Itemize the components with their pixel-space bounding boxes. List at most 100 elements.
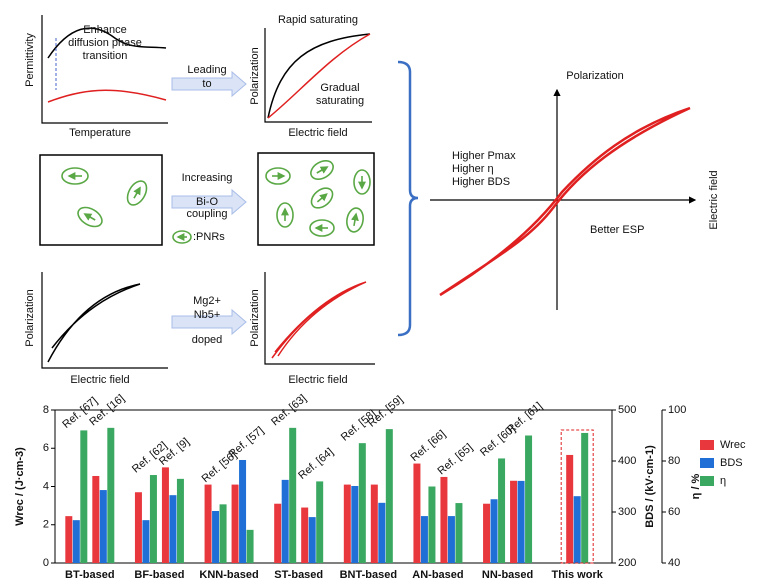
bar [301,507,309,563]
bar [370,484,378,563]
bar [413,463,421,563]
bar [581,432,589,563]
label: Electric field [708,170,720,229]
curve [47,89,167,103]
axes [264,272,375,365]
bar [385,429,393,563]
group-label: NN-based [482,569,533,581]
bar [455,503,463,563]
bar [134,492,142,563]
y3-tick-label: 60 [668,506,680,518]
bar [161,467,169,563]
bar [169,495,177,563]
y-tick-label: 8 [43,404,49,416]
category-label: Ref. [65] [436,442,476,478]
bar [212,510,220,563]
bar [517,480,525,563]
curve [47,283,141,363]
bar [231,484,239,563]
highlight-box [560,429,594,564]
y2-tick-label: 200 [618,557,636,569]
label: Polarization [249,47,261,104]
hysteresis-loop [439,106,691,297]
arrow [171,308,247,336]
legend-swatch [700,458,714,468]
label: :PNRs [193,231,225,243]
group-label: BT-based [65,569,115,581]
note: diffusion phase [68,37,142,49]
label: Gradual [320,82,359,94]
category-label: Ref. [66] [409,428,449,464]
axes [41,15,168,124]
y-tick-label: 4 [43,480,49,492]
group-label: BNT-based [340,569,397,581]
curve [267,33,371,119]
label: coupling [187,208,228,220]
bracket [397,60,419,337]
legend-label: Wrec [720,439,746,451]
bar [566,454,574,563]
bar [289,427,297,563]
category-label: Ref. [57] [227,425,267,461]
group-label: KNN-based [199,569,258,581]
group-label: This work [552,569,604,581]
bar [142,520,150,563]
arrow [171,188,247,216]
note: Higher η [452,163,494,175]
bar [525,435,533,563]
legend-label: BDS [720,457,743,469]
bar [80,430,88,563]
bar [246,529,254,563]
bar [483,503,491,563]
bar [440,476,448,563]
bar [490,499,498,563]
y-axis-label: Wrec / (J·cm-3) [14,447,26,526]
category-label: Ref. [61] [505,400,545,436]
label: to [202,78,211,90]
axes [41,272,168,369]
y3-tick-label: 40 [668,557,680,569]
axes [264,28,372,123]
bar [378,502,386,563]
bar [274,503,282,563]
label: Permittivity [24,33,36,87]
box [39,154,163,246]
y-tick-label: 0 [43,557,49,569]
diagram: Permittivity Temperature Enhance diffusi… [24,14,720,386]
y3-tick-label: 100 [668,404,686,416]
label: saturating [316,95,364,107]
y-tick-label: 2 [43,519,49,531]
label: doped [192,334,223,346]
bar [65,516,73,563]
bar [420,516,428,563]
bar-chart: 0 2 4 6 8 200 300 400 500 40 60 80 100 Wrec / (J·cm-3… [14,392,746,580]
y2-tick-label: 400 [618,455,636,467]
label: Polarization [249,289,261,346]
bar [351,485,359,563]
arrow [171,70,247,98]
y2-tick-label: 300 [618,506,636,518]
pnrs [61,167,192,244]
bar [447,516,455,563]
label: Nb5+ [194,309,221,321]
curve [47,27,167,59]
y3-axis-label: η / % [690,473,702,499]
label: Rapid saturating [278,14,358,26]
bar [498,458,506,563]
legend-swatch [700,476,714,486]
bar [219,504,227,563]
y3-tick-label: 80 [668,455,680,467]
bar [316,481,324,563]
note: transition [83,50,128,62]
bar [428,486,436,563]
bar [281,479,289,563]
bar [72,520,80,563]
bar [510,480,518,563]
group-label: BF-based [134,569,184,581]
bar [573,496,581,563]
label: Polarization [566,70,623,82]
label: Leading [187,64,226,76]
label: Increasing [182,172,233,184]
y2-axis-label: BDS / (kV·cm-1) [644,445,656,528]
label: Electric field [288,127,347,139]
